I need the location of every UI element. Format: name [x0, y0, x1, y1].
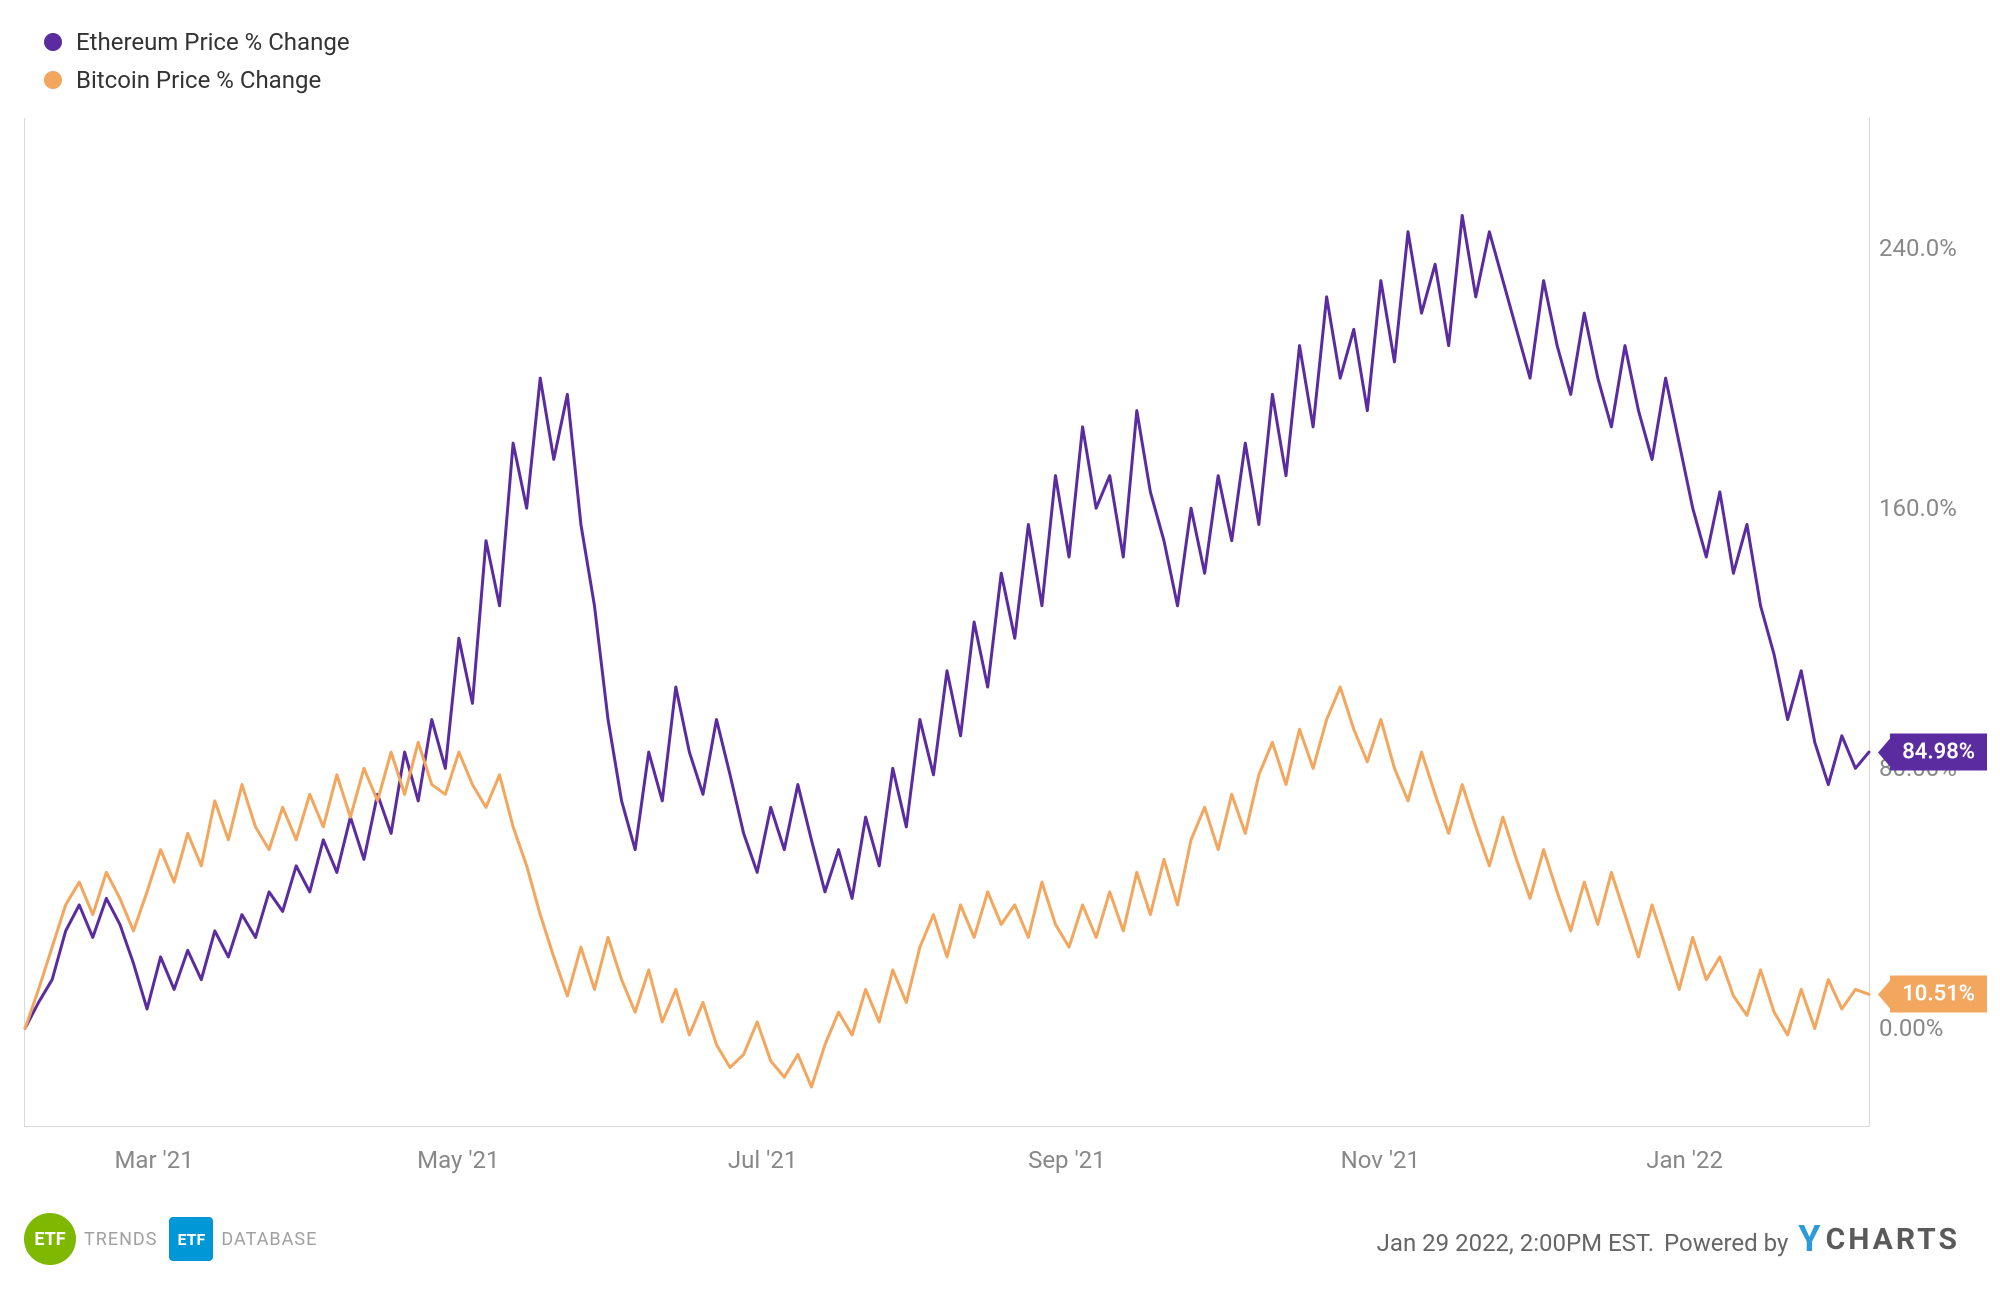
x-tick-label: Sep '21: [1028, 1146, 1106, 1174]
chart-container: Ethereum Price % Change Bitcoin Price % …: [0, 0, 2000, 1291]
etf-db-badge-icon: ETF: [169, 1217, 213, 1261]
footer-timestamp: Jan 29 2022, 2:00PM EST.: [1377, 1229, 1654, 1257]
footer-powered-by: Powered by: [1664, 1229, 1788, 1257]
x-tick-label: May '21: [417, 1146, 499, 1174]
legend-label: Bitcoin Price % Change: [76, 66, 321, 94]
y-tick-label: 0.00%: [1879, 1014, 1979, 1042]
legend-label: Ethereum Price % Change: [76, 28, 350, 56]
etf-trends-badge-icon: ETF: [24, 1213, 76, 1265]
ycharts-logo: Y CHARTS: [1798, 1218, 1960, 1260]
footer: ETF TRENDS ETF DATABASE Jan 29 2022, 2:0…: [24, 1213, 1960, 1265]
legend: Ethereum Price % Change Bitcoin Price % …: [44, 28, 350, 104]
legend-dot-bitcoin: [44, 71, 62, 89]
etf-database-logo: ETF DATABASE: [169, 1217, 317, 1261]
series-end-flag: 84.98%: [1890, 734, 1987, 771]
plot-area: 0.00%80.00%160.0%240.0%Mar '21May '21Jul…: [24, 118, 1870, 1127]
series-line: [25, 687, 1869, 1087]
footer-attribution: Jan 29 2022, 2:00PM EST. Powered by Y CH…: [1377, 1218, 1960, 1260]
legend-dot-ethereum: [44, 33, 62, 51]
etf-trends-logo: ETF TRENDS: [24, 1213, 157, 1265]
legend-item-ethereum: Ethereum Price % Change: [44, 28, 350, 56]
ycharts-y-icon: Y: [1798, 1218, 1823, 1260]
chart-svg: [25, 118, 1869, 1126]
series-end-flag: 10.51%: [1890, 976, 1987, 1013]
x-tick-label: Jan '22: [1646, 1146, 1723, 1174]
x-tick-label: Jul '21: [728, 1146, 797, 1174]
x-tick-label: Mar '21: [114, 1146, 193, 1174]
legend-item-bitcoin: Bitcoin Price % Change: [44, 66, 350, 94]
etf-trends-text: TRENDS: [84, 1229, 157, 1250]
footer-logos: ETF TRENDS ETF DATABASE: [24, 1213, 317, 1265]
etf-db-text: DATABASE: [221, 1229, 317, 1250]
ycharts-text: CHARTS: [1826, 1222, 1960, 1257]
y-tick-label: 160.0%: [1879, 494, 1979, 522]
y-tick-label: 240.0%: [1879, 234, 1979, 262]
x-tick-label: Nov '21: [1341, 1146, 1420, 1174]
